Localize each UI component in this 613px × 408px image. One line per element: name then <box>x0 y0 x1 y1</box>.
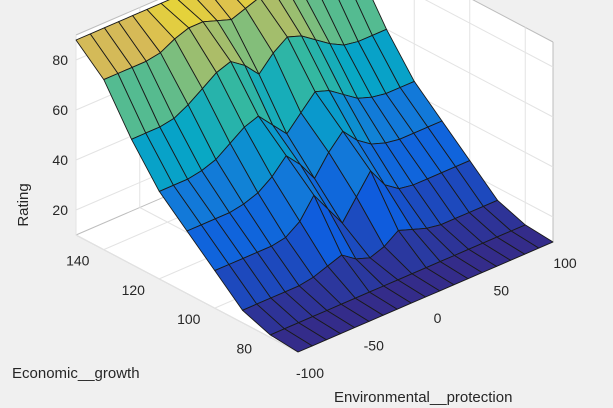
x-axis-label: Environmental__protection <box>334 389 512 406</box>
z-tick-label: 60 <box>52 102 68 118</box>
box-edge <box>472 0 554 43</box>
y-axis-label: Economic__growth <box>12 365 140 382</box>
x-tick-label: 0 <box>434 310 442 326</box>
box-edge <box>75 0 159 36</box>
x-tick-label: 50 <box>493 283 509 299</box>
y-tick-label: 80 <box>236 340 252 356</box>
z-tick-label: 80 <box>52 52 68 68</box>
y-tick-label: 100 <box>177 311 201 327</box>
z-tick-label: 20 <box>52 202 68 218</box>
y-axis-ticks: 80 100 120 140 <box>66 253 252 357</box>
x-tick-label: -100 <box>296 365 324 381</box>
x-tick-label: 100 <box>553 255 577 271</box>
y-tick-label: 120 <box>122 282 146 298</box>
z-axis-ticks: 20 40 60 80 <box>52 52 68 218</box>
x-tick-label: -50 <box>364 338 384 354</box>
z-tick-label: 40 <box>52 152 68 168</box>
z-axis-label: Rating <box>15 183 32 226</box>
surface-patch <box>269 328 313 353</box>
grid-line <box>424 0 554 68</box>
y-tick-label: 140 <box>66 253 90 269</box>
surface-mesh <box>75 0 554 353</box>
x-axis-ticks: -100 -50 0 50 100 <box>296 255 577 381</box>
grid-line <box>75 234 299 353</box>
